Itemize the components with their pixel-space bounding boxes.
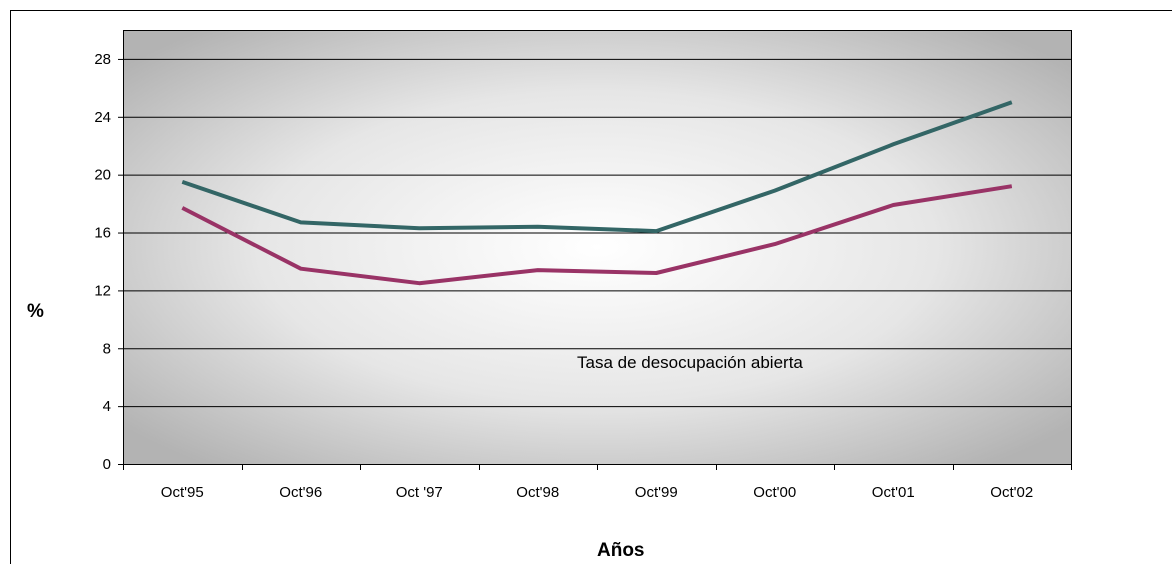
plot-area [123,30,1071,464]
series-line-2 [181,184,1013,286]
x-tick-label: Oct'02 [990,484,1033,501]
x-tick-label: Oct'01 [872,484,915,501]
x-tick-label: Oct'96 [279,484,322,501]
y-tick-label: 12 [94,282,111,299]
x-tick-label: Oct'99 [635,484,678,501]
axes: 0 4 8 12 16 20 24 28 Oct'95 Oct'96 Oct '97 Oct'98 Oc… [94,30,1072,501]
x-tick-label: Oct'00 [753,484,796,501]
series-line-1 [181,100,1013,234]
y-tick-label: 28 [94,51,111,68]
chart-annotation: Tasa de desocupación abierta [577,353,803,372]
y-tick-label: 16 [94,225,111,242]
x-tick-label: Oct'98 [516,484,559,501]
gridlines [123,58,1071,408]
x-axis-title: Años [597,540,645,561]
y-tick-label: 24 [94,109,111,126]
x-tick-label: Oct'95 [161,484,204,501]
series-lines [181,100,1013,286]
y-tick-label: 4 [103,398,111,415]
y-tick-label: 8 [103,340,111,357]
y-tick-label: 20 [94,167,111,184]
y-axis-title: % [27,301,44,322]
x-tick-label: Oct '97 [396,484,443,501]
y-tick-label: 0 [103,456,111,473]
